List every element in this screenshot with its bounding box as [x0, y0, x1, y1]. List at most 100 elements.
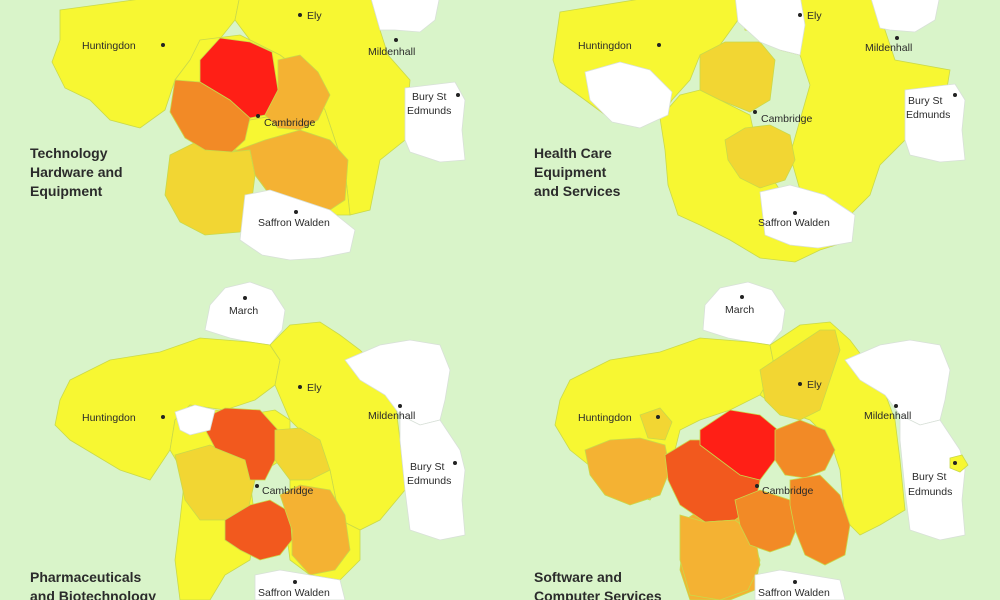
- town-label-mildenhall: Mildenhall: [865, 42, 912, 54]
- region-cluster-amber: [264, 54, 331, 131]
- town-marker-huntingdon: Huntingdon: [82, 412, 165, 424]
- region-forest-heath: [371, 0, 440, 33]
- town-label-huntingdon: Huntingdon: [82, 40, 136, 52]
- sector-title-line-2: and Biotechnology: [30, 588, 156, 600]
- region-cluster-amber: [279, 484, 351, 576]
- region-huntingdonshire-west: [174, 404, 216, 436]
- town-label-edmunds: Edmunds: [407, 105, 451, 117]
- town-marker-ely: Ely: [798, 10, 822, 22]
- town-label-mildenhall: Mildenhall: [368, 410, 415, 422]
- town-label-bury-st: Bury St: [908, 95, 943, 107]
- region-cluster-medium-high-north: [774, 419, 836, 479]
- region-bury-outlier: [949, 454, 969, 473]
- region-st-edmundsbury: [404, 81, 466, 163]
- town-label-edmunds: Edmunds: [407, 475, 451, 487]
- town-label-ely: Ely: [807, 10, 822, 22]
- town-marker-bury-st-edmunds: Bury St Edmunds: [906, 93, 957, 121]
- town-label-bury-st: Bury St: [412, 91, 447, 103]
- town-marker-mildenhall: Mildenhall: [368, 38, 415, 58]
- region-cluster-medium-low-west: [639, 407, 673, 441]
- town-marker-mildenhall: Mildenhall: [865, 36, 912, 54]
- town-marker-cambridge: Cambridge: [256, 114, 316, 129]
- town-label-huntingdon: Huntingdon: [82, 412, 136, 424]
- region-fenland: [702, 281, 786, 346]
- region-forest-heath: [844, 339, 951, 426]
- region-st-edmundsbury: [899, 414, 966, 541]
- region-cluster-medium-high-south: [734, 489, 801, 553]
- region-cluster-medium-low-south: [724, 124, 796, 189]
- region-cluster-very-high: [699, 409, 779, 481]
- town-marker-bury-st-edmunds: Bury St Edmunds: [407, 91, 460, 117]
- town-marker-huntingdon: Huntingdon: [578, 412, 660, 424]
- sector-title-line-1: Health Care: [534, 145, 612, 161]
- town-marker-cambridge: Cambridge: [753, 110, 813, 125]
- map-panel-technology-hardware: Ely Huntingdon Mildenhall Bury St Edmund…: [30, 0, 466, 261]
- region-cluster-gold-north: [274, 427, 331, 481]
- town-label-saffron-walden: Saffron Walden: [758, 217, 830, 229]
- region-fenland: [204, 281, 286, 346]
- region-cluster-medium-west: [584, 437, 671, 506]
- region-huntingdonshire-west: [584, 61, 673, 129]
- region-cluster-medium-south-west: [679, 514, 761, 600]
- map-panel-software: March Ely Huntingdon Mildenhall Bury St …: [534, 281, 969, 600]
- region-fenland: [735, 0, 806, 56]
- town-marker-ely: Ely: [798, 379, 822, 391]
- sector-title-line-2: Hardware and: [30, 164, 123, 180]
- region-uttlesford: [254, 569, 346, 600]
- sector-title-line-2: Equipment: [534, 164, 607, 180]
- town-marker-cambridge: Cambridge: [755, 484, 814, 497]
- town-marker-march: March: [229, 296, 258, 317]
- town-marker-ely: Ely: [298, 382, 322, 394]
- region-uttlesford: [759, 184, 856, 249]
- sector-title-line-1: Pharmaceuticals: [30, 569, 141, 585]
- town-label-saffron-walden: Saffron Walden: [758, 587, 830, 599]
- town-label-edmunds: Edmunds: [906, 109, 950, 121]
- town-marker-march: March: [725, 295, 754, 316]
- map-panel-pharmaceuticals: March Ely Huntingdon Mildenhall Bury St …: [30, 281, 466, 600]
- region-cluster-medium-low-north: [699, 41, 776, 113]
- town-label-bury-st: Bury St: [912, 471, 947, 483]
- town-label-mildenhall: Mildenhall: [368, 46, 415, 58]
- town-label-ely: Ely: [307, 10, 322, 22]
- town-marker-huntingdon: Huntingdon: [578, 40, 661, 52]
- town-label-march: March: [725, 304, 754, 316]
- town-marker-saffron-walden: Saffron Walden: [758, 211, 830, 229]
- town-marker-saffron-walden: Saffron Walden: [758, 580, 830, 599]
- town-label-ely: Ely: [807, 379, 822, 391]
- sector-title-line-1: Software and: [534, 569, 622, 585]
- town-label-cambridge: Cambridge: [262, 485, 314, 497]
- region-st-edmundsbury: [399, 414, 466, 541]
- town-label-bury-st: Bury St: [410, 461, 445, 473]
- town-label-edmunds: Edmunds: [908, 486, 952, 498]
- town-marker-bury-st-edmunds: Bury St Edmunds: [407, 461, 457, 487]
- region-cluster-red-north: [199, 407, 279, 481]
- sector-title-line-3: and Services: [534, 183, 621, 199]
- town-marker-saffron-walden: Saffron Walden: [258, 580, 330, 599]
- region-st-edmundsbury: [904, 83, 966, 163]
- town-marker-bury-st-edmunds: Bury St Edmunds: [908, 461, 957, 498]
- sector-title-line-2: Computer Services: [534, 588, 662, 600]
- region-uttlesford: [754, 569, 846, 600]
- town-label-cambridge: Cambridge: [264, 117, 316, 129]
- town-marker-ely: Ely: [298, 10, 322, 22]
- town-label-cambridge: Cambridge: [762, 485, 814, 497]
- sector-title-line-3: Equipment: [30, 183, 103, 199]
- sector-title-line-1: Technology: [30, 145, 108, 161]
- town-label-huntingdon: Huntingdon: [578, 40, 632, 52]
- town-label-saffron-walden: Saffron Walden: [258, 217, 330, 229]
- town-label-saffron-walden: Saffron Walden: [258, 587, 330, 599]
- region-forest-heath: [871, 0, 940, 33]
- town-label-mildenhall: Mildenhall: [864, 410, 911, 422]
- region-cluster-medium-low-north: [759, 329, 841, 421]
- town-label-march: March: [229, 305, 258, 317]
- town-marker-huntingdon: Huntingdon: [82, 40, 165, 52]
- town-label-ely: Ely: [307, 382, 322, 394]
- region-south-cambridgeshire-south: [164, 139, 256, 236]
- town-marker-mildenhall: Mildenhall: [864, 404, 911, 422]
- town-marker-saffron-walden: Saffron Walden: [258, 210, 330, 229]
- region-cluster-red-south: [224, 499, 293, 561]
- region-forest-heath: [344, 339, 451, 426]
- region-uttlesford: [239, 189, 356, 261]
- map-panel-health-care: Ely Huntingdon Mildenhall Bury St Edmund…: [534, 0, 966, 263]
